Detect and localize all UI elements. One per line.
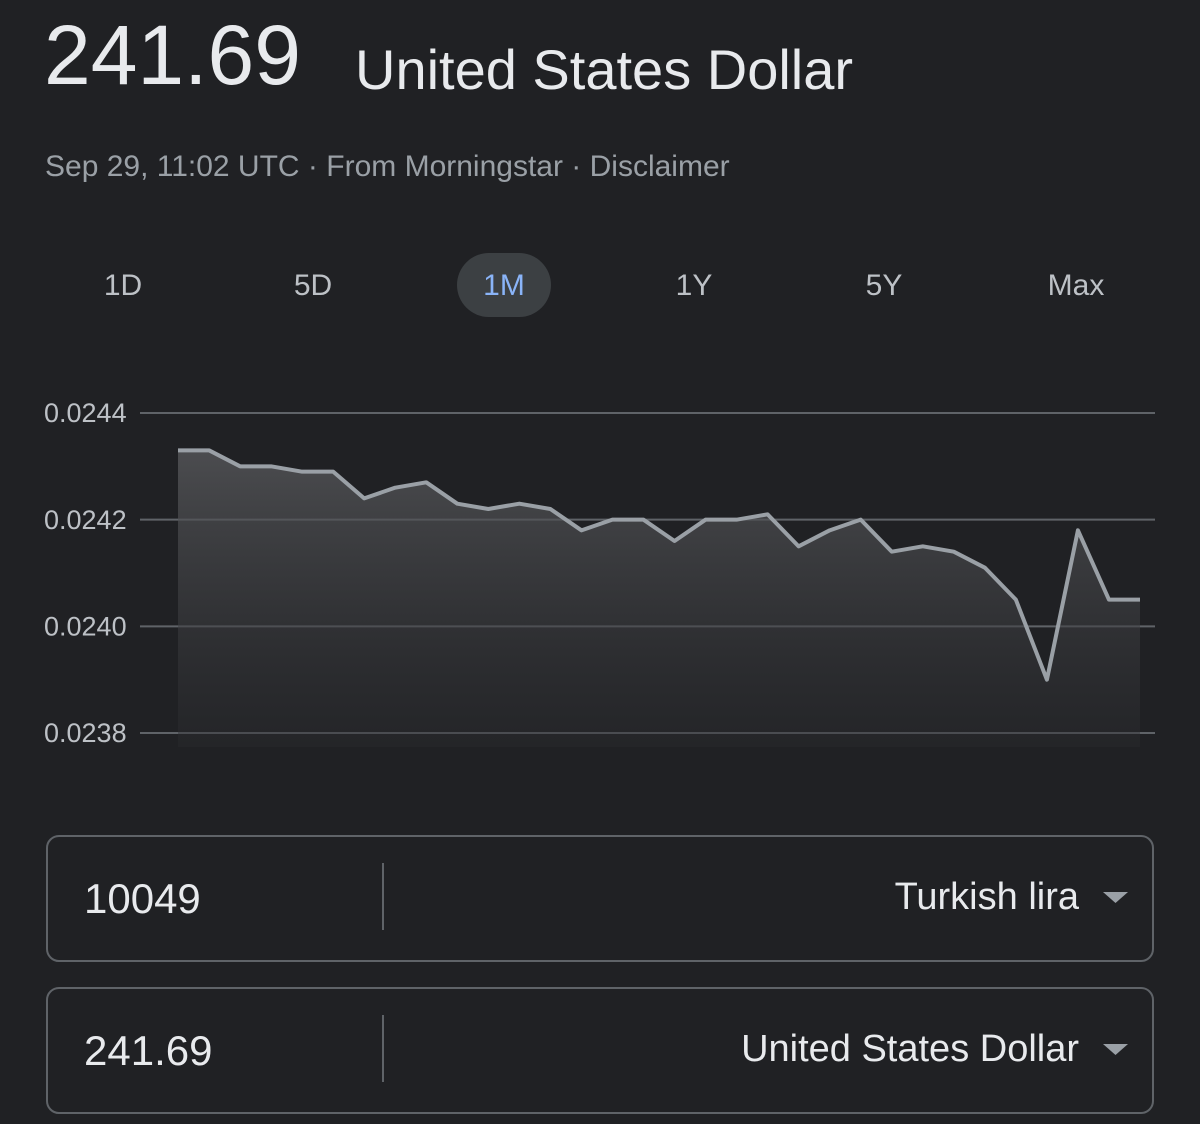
amount: 241.69 bbox=[44, 8, 301, 102]
tab[interactable]: 1D bbox=[104, 269, 142, 302]
tab-pill bbox=[457, 253, 551, 317]
tab[interactable]: 1M bbox=[457, 253, 551, 317]
tab-label: 5Y bbox=[866, 269, 903, 302]
tab-label: 1Y bbox=[676, 269, 713, 302]
tab-label: 5D bbox=[294, 269, 332, 302]
tab-label: 1D bbox=[104, 269, 142, 302]
area bbox=[178, 450, 1140, 747]
tab[interactable]: Max bbox=[1048, 269, 1105, 302]
y-tick-label: 0.0242 bbox=[44, 505, 127, 535]
tab[interactable]: 5Y bbox=[866, 269, 903, 302]
amount-input[interactable]: 10049 bbox=[84, 875, 201, 922]
currency: United States Dollar bbox=[355, 38, 853, 101]
dropdown-caret bbox=[1103, 1044, 1128, 1055]
y-tick-label: 0.0240 bbox=[44, 611, 127, 641]
converter-row: 241.69 United States Dollar bbox=[46, 987, 1154, 1114]
y-tick-label: 0.0238 bbox=[44, 718, 127, 748]
tab-label: Max bbox=[1048, 269, 1105, 302]
tab-label: 1M bbox=[483, 269, 525, 302]
meta: Sep 29, 11:02 UTC · From Morningstar · D… bbox=[45, 150, 730, 183]
tabs: 1D 5D 1M 1Y 5Y Max bbox=[104, 253, 1105, 317]
tab[interactable]: 1Y bbox=[676, 269, 713, 302]
dropdown-caret bbox=[1103, 892, 1128, 903]
currency-select[interactable]: Turkish lira bbox=[895, 876, 1080, 918]
tab[interactable]: 5D bbox=[294, 269, 332, 302]
converter-row: 10049 Turkish lira bbox=[46, 835, 1154, 962]
input-box[interactable] bbox=[46, 987, 1154, 1114]
y-tick-label: 0.0244 bbox=[44, 398, 127, 428]
currency-select[interactable]: United States Dollar bbox=[741, 1028, 1079, 1070]
chart: 0.0238 0.0240 0.0242 0.0244 bbox=[44, 398, 1155, 748]
converter: 10049 Turkish lira 241.69 United States Dol… bbox=[46, 835, 1154, 1114]
line bbox=[178, 448, 1140, 682]
amount-input[interactable]: 241.69 bbox=[84, 1027, 212, 1074]
input-box[interactable] bbox=[46, 835, 1154, 962]
